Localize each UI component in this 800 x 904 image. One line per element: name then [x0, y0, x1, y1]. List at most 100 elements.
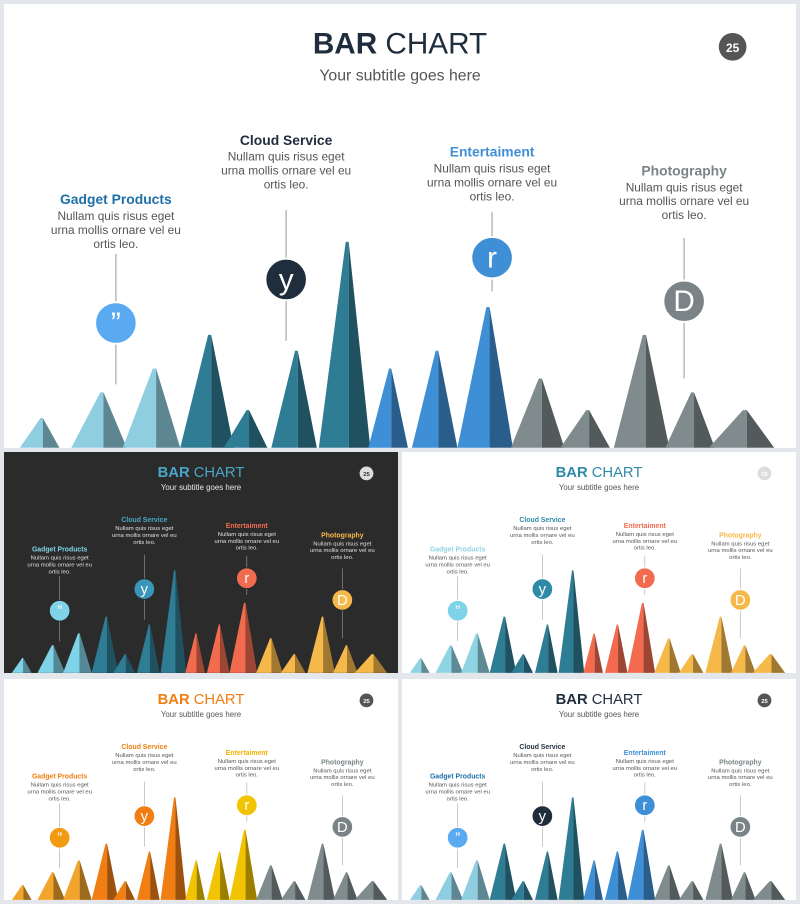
category-description: urna mollis ornare vel eu	[708, 775, 773, 781]
twitter-icon[interactable]	[531, 805, 554, 827]
chart-bar	[113, 654, 136, 673]
chart-bar	[160, 797, 187, 900]
dribbble-icon[interactable]	[662, 279, 706, 324]
rss-icon[interactable]	[470, 235, 514, 280]
slide-thumbnail-classic[interactable]: BAR CHART Your subtitle goes here 25 ” Gadge…	[402, 679, 796, 900]
slide-title: BAR CHART	[158, 465, 245, 481]
chart-bar	[708, 410, 775, 448]
slide-title: BAR CHART	[556, 465, 643, 481]
chart-bar	[223, 410, 268, 448]
chart-bar	[229, 602, 258, 673]
category-description: Nullam quis risus eget	[57, 209, 175, 223]
category-description: Nullam quis risus eget	[429, 556, 487, 562]
slide-thumbnail-orange[interactable]: BAR CHART Your subtitle goes here 25 ” Gadge…	[4, 679, 398, 900]
page-number: 25	[363, 699, 370, 705]
category-description: Nullam quis risus eget	[429, 783, 487, 789]
chart-bar	[409, 885, 430, 900]
category-description: urna mollis ornare vel eu	[612, 766, 677, 772]
chart-bar	[122, 368, 181, 448]
category-description: Nullam quis risus eget	[513, 526, 571, 532]
category-description: ortis leo.	[634, 546, 657, 552]
category-description: ortis leo.	[470, 189, 515, 203]
quote-icon[interactable]	[48, 826, 71, 849]
chart-bar	[206, 851, 230, 900]
chart-bar	[332, 645, 358, 673]
chart-bar	[654, 638, 681, 673]
rss-icon[interactable]	[235, 794, 258, 817]
category-description: Nullam quis risus eget	[616, 532, 674, 538]
icon-glyph: r	[642, 798, 647, 814]
page-number: 25	[726, 41, 740, 55]
slide-canvas: BAR CHART Your subtitle goes here 25 ” Gadge…	[11, 692, 388, 900]
dribbble-icon[interactable]	[331, 816, 354, 838]
category-description: urna mollis ornare vel eu	[112, 760, 177, 766]
icon-glyph: y	[141, 809, 149, 825]
category-description: Nullam quis risus eget	[313, 541, 371, 547]
slide-subtitle: Your subtitle goes here	[319, 67, 481, 84]
page-number-badge	[757, 466, 772, 481]
category-description: Nullam quis risus eget	[313, 768, 371, 774]
category-description: Nullam quis risus eget	[711, 768, 769, 774]
quote-icon[interactable]	[48, 599, 71, 622]
chart-bar	[271, 350, 317, 448]
slide-title-rest: CHART	[588, 465, 643, 481]
icon-glyph: ”	[455, 831, 460, 847]
slide-thumbnail-dark[interactable]: BAR CHART Your subtitle goes here 25 ” Gadge…	[4, 452, 398, 673]
chart-bar	[136, 624, 160, 673]
category-description: urna mollis ornare vel eu	[708, 548, 773, 554]
category-description: Nullam quis risus eget	[31, 556, 89, 562]
category-title: Entertaiment	[450, 144, 535, 160]
page-number: 25	[761, 699, 768, 705]
category-description: ortis leo.	[531, 540, 554, 546]
category-description: Nullam quis risus eget	[218, 759, 276, 765]
page-number: 25	[761, 472, 768, 478]
chart-bar	[627, 602, 656, 673]
dribbble-icon[interactable]	[729, 589, 752, 611]
chart-bar	[730, 645, 756, 673]
slide-main[interactable]: BAR CHART Your subtitle goes here 25 ” Gadge…	[4, 4, 796, 448]
chart-bar	[307, 616, 335, 673]
category-description: ortis leo.	[236, 773, 259, 779]
category-title: Entertaiment	[226, 523, 269, 530]
icon-glyph: r	[244, 571, 249, 587]
chart-bar	[256, 865, 283, 900]
twitter-icon[interactable]	[133, 578, 156, 600]
twitter-icon[interactable]	[264, 257, 308, 302]
category-title: Photography	[719, 759, 762, 766]
chart-bar	[730, 872, 756, 900]
page-number-badge	[359, 466, 374, 481]
category-description: urna mollis ornare vel eu	[112, 533, 177, 539]
chart-bar	[461, 633, 490, 673]
dribbble-icon[interactable]	[331, 589, 354, 611]
category-description: ortis leo.	[264, 177, 309, 191]
category-description: ortis leo.	[729, 555, 752, 561]
rss-icon[interactable]	[633, 794, 656, 817]
chart-bar	[185, 860, 205, 900]
chart-bar	[11, 658, 32, 673]
category-description: Nullam quis risus eget	[31, 783, 89, 789]
chart-bar	[409, 658, 430, 673]
chart-bar	[37, 872, 66, 900]
slide-subtitle: Your subtitle goes here	[161, 710, 242, 719]
twitter-icon[interactable]	[531, 578, 554, 600]
slide-thumbnail-warm[interactable]: BAR CHART Your subtitle goes here 25 ” Gadge…	[402, 452, 796, 673]
category-title: Cloud Service	[121, 517, 167, 524]
category-description: ortis leo.	[729, 782, 752, 788]
category-description: ortis leo.	[48, 569, 71, 575]
rss-icon[interactable]	[633, 567, 656, 590]
twitter-icon[interactable]	[133, 805, 156, 827]
quote-icon[interactable]	[94, 301, 138, 345]
chart-bar	[627, 829, 656, 900]
rss-icon[interactable]	[235, 567, 258, 590]
category-description: Nullam quis risus eget	[115, 526, 173, 532]
category-description: urna mollis ornare vel eu	[612, 539, 677, 545]
category-description: Nullam quis risus eget	[626, 180, 744, 194]
quote-icon[interactable]	[446, 599, 469, 622]
dribbble-icon[interactable]	[729, 816, 752, 838]
page-number-badge	[359, 693, 374, 708]
slide-title-bold: BAR	[158, 692, 190, 708]
category-description: ortis leo.	[48, 796, 71, 802]
chart-bar	[583, 860, 603, 900]
chart-bar	[354, 654, 388, 673]
quote-icon[interactable]	[446, 826, 469, 849]
